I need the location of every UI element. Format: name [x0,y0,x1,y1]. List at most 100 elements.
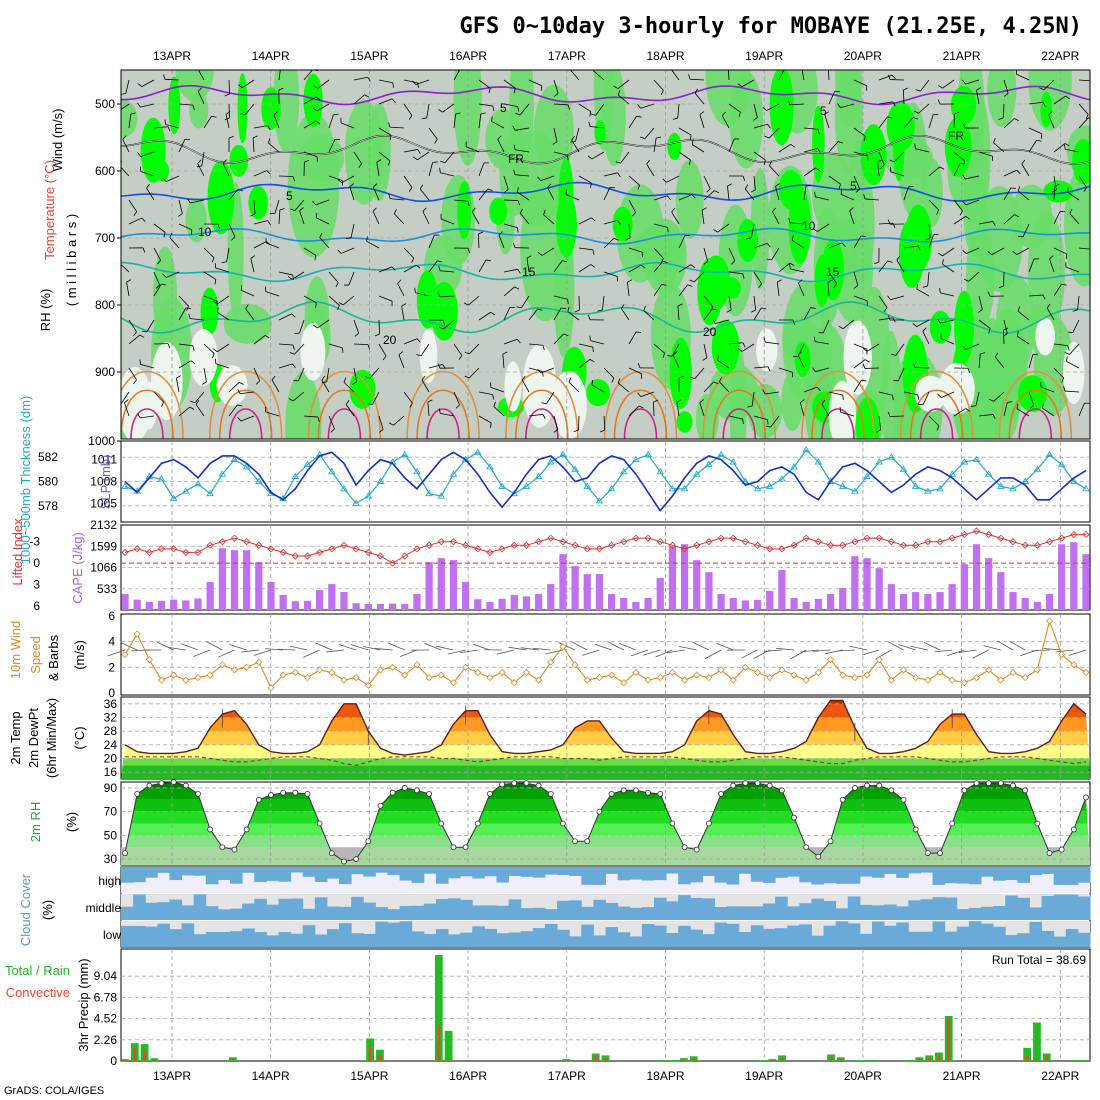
cloud-high-bar [205,867,219,885]
wind-barb-flag [742,342,746,348]
wind-barb-flag [162,177,167,182]
wind-barb [922,331,930,345]
wind-barb-flag [438,265,441,271]
rh-blob [921,158,943,227]
wind-barb [603,172,618,177]
precip-convective-bar [1045,1055,1049,1061]
wind-barb-flag [133,379,137,385]
wind10-speed-point [766,674,774,682]
cloud-low-bar [1041,930,1055,947]
wind-barb-flag [801,64,805,67]
wind-barb [978,295,983,310]
wind-barb-flag [753,117,758,121]
wind10-barb [240,649,259,653]
cloud-low-bar [787,925,800,947]
wind-barb-flag [1012,251,1017,255]
thickness-point [753,484,762,492]
contour-5 [121,181,1090,203]
wind-barb [1017,335,1030,345]
wind-barb [1003,79,1009,94]
cloud-row-label: middle [86,901,122,915]
wind-barb-flag [315,302,317,308]
wind-barb [965,79,980,85]
cloud-low-bar [254,932,267,947]
top-date-label: 20APR [844,49,882,63]
wind-barb-flag [126,279,131,283]
li-point [693,541,701,549]
wind-barb [978,319,991,329]
rh-blob [675,159,704,239]
dry-blob [189,328,218,387]
li-point [255,541,263,549]
wind-barb [628,405,640,417]
wind-barb-flag [214,279,217,285]
rh-band [121,847,1090,865]
rh-point [900,796,907,803]
wind-barb [546,391,555,404]
cloud-middle-bar [690,897,703,920]
wind-barb [878,74,893,81]
wind-barb-flag [938,85,943,89]
pressure-level-label: 1000 [88,434,115,448]
thickness-point [972,455,981,463]
wind-barb [765,341,780,345]
temp-ylabel-unit: (°C) [72,726,87,749]
contour-label: 10 [802,219,816,233]
wind-barb-flag [712,319,716,324]
wind-barb-flag [762,107,767,111]
thickness-point [668,484,677,492]
top-date-label: 18APR [646,49,684,63]
wind-barb [178,199,183,214]
wind10-barb [532,647,551,651]
cloud-high-bar [762,867,776,883]
wind-barb [540,367,555,374]
wind10-speed-point [486,674,494,682]
wind-barb-flag [988,398,994,402]
cloud-high-bar [544,867,558,875]
wind-barb-flag [237,188,243,192]
cloud-middle-bar [423,903,437,920]
cloud-high-bar [569,867,582,876]
wind-barb [478,415,492,424]
wind-barb [502,354,505,369]
cloud-low-bar [896,922,909,947]
wind-barb [253,220,268,225]
cape-bar [230,550,239,610]
slp-tick-label: 1005 [90,496,117,510]
bottom-date-label: 21APR [943,1069,981,1083]
wind-barb [403,264,417,273]
wind10-barb [338,644,357,651]
wind10-barb [448,649,466,655]
wind-barb-flag [513,144,516,150]
wind-barb [617,79,630,89]
wind-barb [778,367,793,373]
wind-barb-flag [163,232,166,238]
wind-barb-flag [980,352,986,355]
wind-barb [228,382,240,393]
cape-bar [364,604,372,610]
cape-bar [145,602,153,610]
wind10-barb [1031,649,1050,652]
wind-barb [328,175,343,181]
wind-barb-flag [139,359,141,365]
cloud-middle-bar [569,900,582,920]
wind-barb-flag [861,379,867,382]
thickness-point [230,455,239,463]
wind10-barb [315,642,332,651]
cape-bar [936,592,944,610]
cloud-low-bar [448,934,461,947]
wind-barb-flag [119,258,121,263]
wind-barb-flag [702,357,708,361]
slp-tick-label: 1011 [91,453,117,467]
wind-barb-flag [864,359,870,363]
wind-barb [840,103,855,109]
wind-barb [753,307,762,321]
wind-barb-flag [266,170,271,175]
wind-barb [815,367,830,373]
li-point [121,548,129,556]
rh-point [182,782,189,789]
wind10-barb [388,642,405,651]
li-point [863,534,871,542]
wind-barb [453,199,468,202]
